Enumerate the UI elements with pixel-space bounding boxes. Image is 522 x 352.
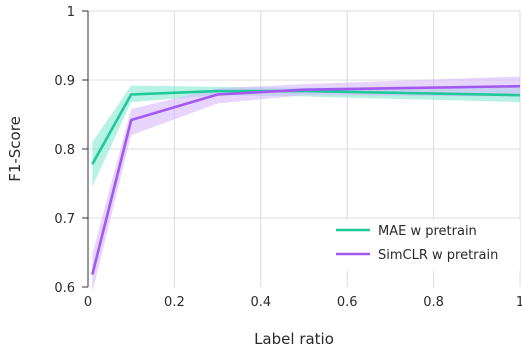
confidence-bands [92,76,520,293]
x-tick-label: 0.6 [337,295,358,310]
legend: MAE w pretrain SimCLR w pretrain [330,219,520,271]
y-axis-title: F1-Score [6,116,24,182]
series-line-0 [91,89,521,165]
x-axis-ticks: 0 0.2 0.4 0.6 0.8 1 [84,295,522,310]
y-tick-label: 0.8 [54,143,75,158]
x-axis-title: Label ratio [254,330,334,348]
y-axis-ticks: 0.6 0.7 0.8 0.9 1 [54,5,88,296]
legend-label-0: MAE w pretrain [378,224,477,239]
x-tick-label: 0.8 [423,295,444,310]
x-tick-label: 1 [516,295,522,310]
y-tick-label: 0.6 [54,281,75,296]
legend-label-1: SimCLR w pretrain [378,248,498,263]
y-tick-label: 1 [67,5,75,20]
grid-lines [88,10,521,287]
y-tick-label: 0.7 [54,212,75,227]
series-line-1 [91,84,521,275]
confidence-band-0 [92,85,520,187]
x-tick-label: 0 [84,295,92,310]
x-tick-label: 0.2 [164,295,185,310]
legend-background [330,219,520,271]
x-tick-label: 0.4 [250,295,271,310]
y-tick-label: 0.9 [54,74,75,89]
series-lines [91,84,521,275]
